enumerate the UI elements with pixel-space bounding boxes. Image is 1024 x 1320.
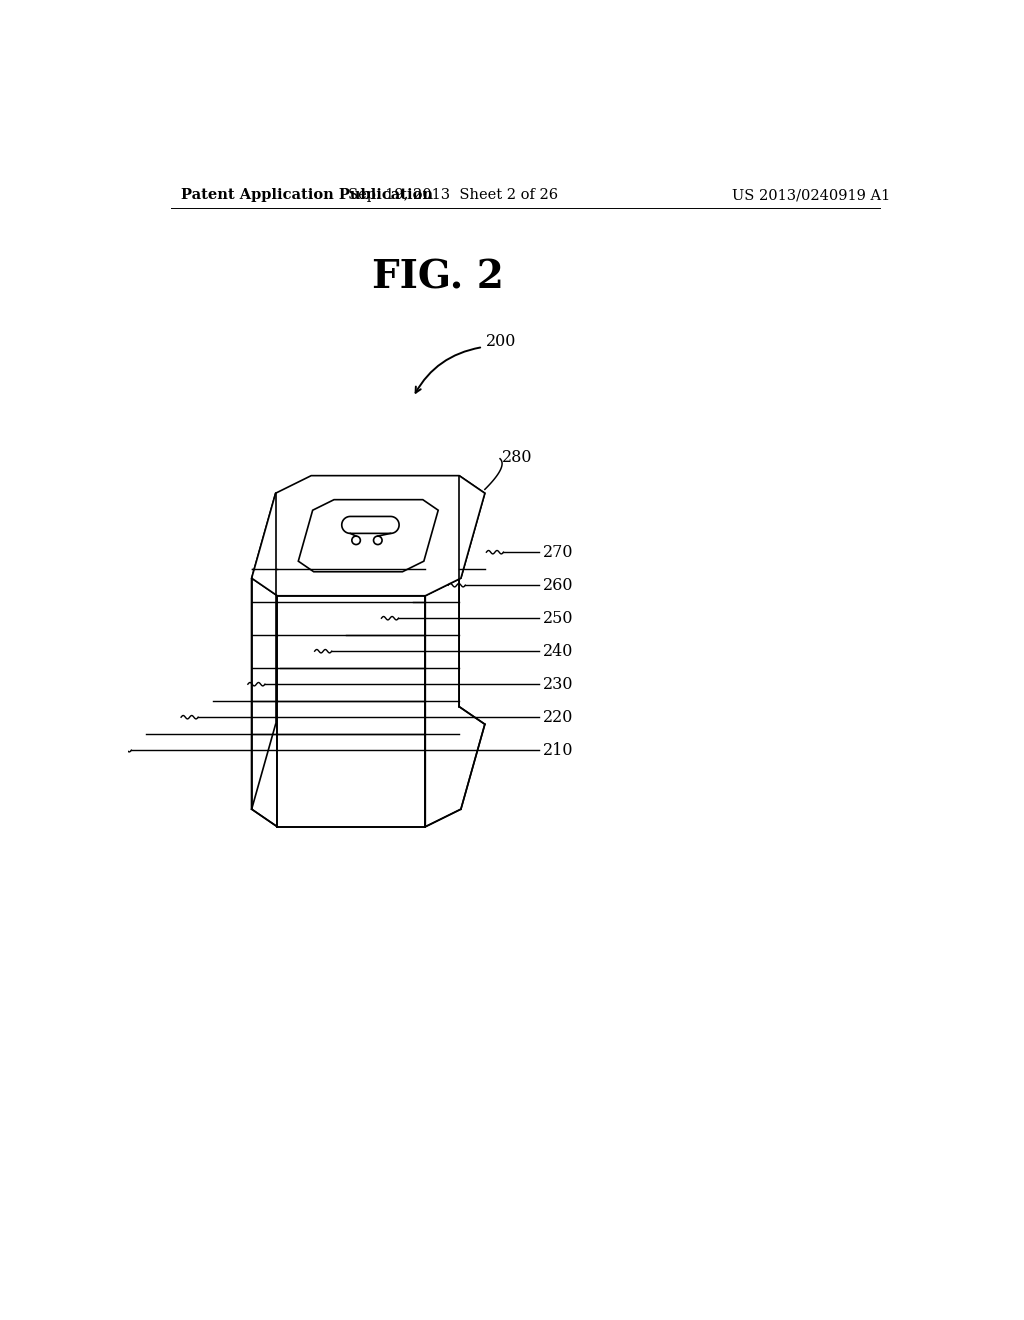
Text: US 2013/0240919 A1: US 2013/0240919 A1	[732, 189, 891, 202]
Polygon shape	[342, 516, 399, 533]
Text: Patent Application Publication: Patent Application Publication	[180, 189, 433, 202]
Polygon shape	[252, 494, 275, 809]
Text: 280: 280	[503, 449, 532, 466]
Polygon shape	[278, 595, 425, 826]
Circle shape	[374, 536, 382, 545]
Text: 200: 200	[486, 333, 516, 350]
Polygon shape	[252, 578, 278, 826]
Text: 250: 250	[543, 610, 573, 627]
Polygon shape	[252, 475, 484, 595]
Polygon shape	[298, 500, 438, 572]
Polygon shape	[425, 475, 484, 826]
Text: 240: 240	[543, 643, 573, 660]
Text: Sep. 19, 2013  Sheet 2 of 26: Sep. 19, 2013 Sheet 2 of 26	[348, 189, 558, 202]
Text: 260: 260	[543, 577, 573, 594]
Circle shape	[352, 536, 360, 545]
Text: 210: 210	[543, 742, 573, 759]
Text: 270: 270	[543, 544, 573, 561]
Text: 220: 220	[543, 709, 573, 726]
Text: FIG. 2: FIG. 2	[372, 259, 504, 297]
Text: 230: 230	[543, 676, 573, 693]
